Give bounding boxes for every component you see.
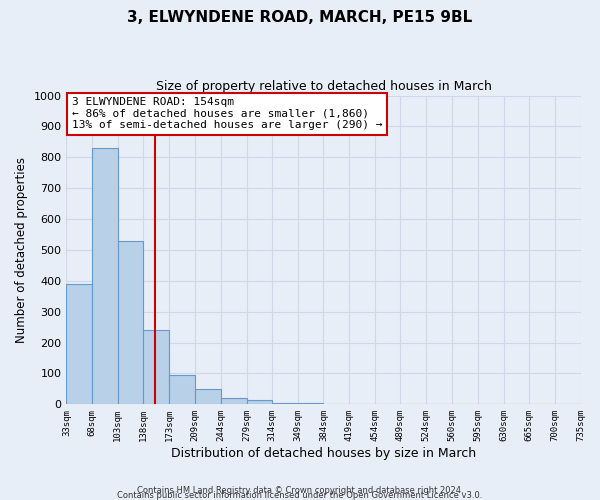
- Y-axis label: Number of detached properties: Number of detached properties: [15, 157, 28, 343]
- Bar: [92, 148, 118, 405]
- Bar: [169, 375, 196, 404]
- Title: Size of property relative to detached houses in March: Size of property relative to detached ho…: [155, 80, 491, 93]
- Bar: [143, 330, 169, 404]
- Bar: [298, 403, 323, 404]
- X-axis label: Distribution of detached houses by size in March: Distribution of detached houses by size …: [171, 447, 476, 460]
- Bar: [247, 400, 272, 404]
- Bar: [67, 284, 92, 405]
- Text: 3, ELWYNDENE ROAD, MARCH, PE15 9BL: 3, ELWYNDENE ROAD, MARCH, PE15 9BL: [127, 10, 473, 25]
- Bar: [118, 240, 143, 404]
- Text: 3 ELWYNDENE ROAD: 154sqm
← 86% of detached houses are smaller (1,860)
13% of sem: 3 ELWYNDENE ROAD: 154sqm ← 86% of detach…: [71, 97, 382, 130]
- Text: Contains HM Land Registry data © Crown copyright and database right 2024.: Contains HM Land Registry data © Crown c…: [137, 486, 463, 495]
- Bar: [196, 389, 221, 404]
- Bar: [221, 398, 247, 404]
- Bar: [272, 403, 298, 404]
- Text: Contains public sector information licensed under the Open Government Licence v3: Contains public sector information licen…: [118, 491, 482, 500]
